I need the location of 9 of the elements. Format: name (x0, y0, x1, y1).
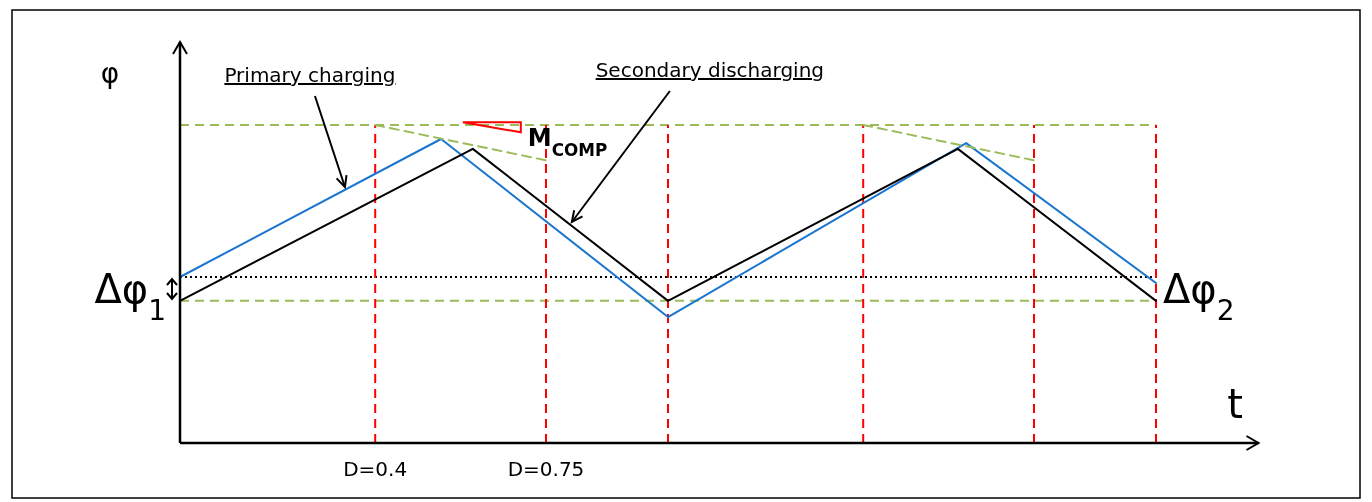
annotation: M$_{COMP}$ (527, 123, 608, 160)
y-axis-title: φ (100, 57, 120, 90)
annotation: Secondary discharging (595, 58, 825, 82)
annotation: Primary charging (224, 63, 396, 87)
x-axis-title: t (1227, 381, 1243, 427)
x-tick-label: D=0.75 (507, 457, 585, 481)
x-tick-label: D=0.4 (343, 457, 408, 481)
text: Δφ$_{1}$ (94, 266, 166, 327)
annotation: Δφ$_{2}$ (1163, 266, 1235, 327)
